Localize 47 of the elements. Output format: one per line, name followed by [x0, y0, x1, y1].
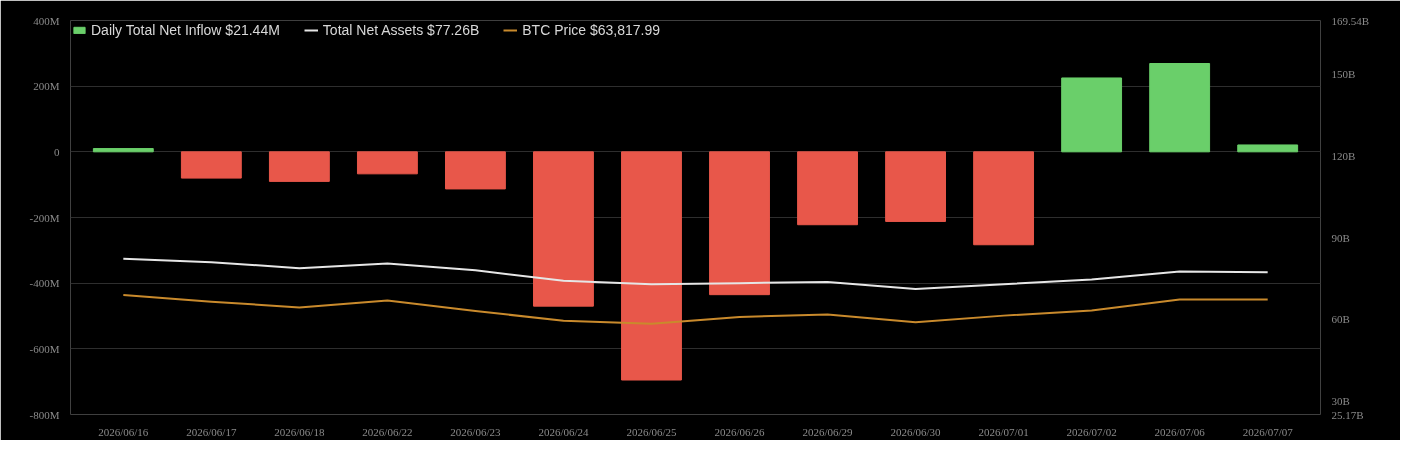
x-tick-label: 2026/07/06: [1154, 425, 1206, 438]
bar: [356, 151, 418, 175]
bar: [973, 151, 1035, 246]
y2-tick-label: 150B: [1331, 67, 1356, 80]
y2-tick-label: 120B: [1331, 149, 1356, 162]
bar: [1061, 77, 1123, 153]
bar: [180, 151, 242, 179]
x-tick-label: 2026/06/17: [186, 425, 237, 438]
y2-tick-label: 30B: [1331, 395, 1350, 408]
y-tick-label: 400M: [33, 14, 60, 27]
x-tick-label: 2026/06/24: [538, 425, 590, 438]
x-tick-label: 2026/06/22: [362, 425, 413, 438]
bar: [621, 151, 682, 381]
bar: [268, 151, 330, 182]
line-series: [122, 293, 1269, 325]
legend-label: Daily Total Net Inflow $21.44M: [91, 22, 280, 38]
bar: [885, 151, 946, 222]
x-tick-label: 2026/06/25: [626, 425, 678, 438]
y-tick-label: -600M: [29, 342, 60, 355]
y-tick-label: 200M: [33, 80, 60, 93]
line-series: [122, 257, 1269, 290]
y2-tick-label: 169.54B: [1331, 14, 1370, 27]
bar: [1149, 63, 1211, 153]
y-tick-label: -200M: [29, 211, 60, 224]
x-tick-label: 2026/07/01: [978, 425, 1029, 438]
y2-tick-label: 25.17B: [1331, 408, 1364, 421]
legend-label: Total Net Assets $77.26B: [322, 22, 480, 38]
y2-tick-label: 60B: [1331, 313, 1350, 326]
x-tick-label: 2026/06/18: [274, 425, 325, 438]
bar: [533, 151, 594, 307]
bar: [1237, 144, 1299, 153]
x-tick-label: 2026/06/29: [802, 425, 854, 438]
x-tick-label: 2026/06/23: [450, 425, 501, 438]
bar: [92, 148, 154, 153]
x-tick-label: 2026/07/07: [1242, 425, 1294, 438]
y2-tick-label: 90B: [1331, 231, 1350, 244]
bar: [797, 151, 858, 226]
bar: [709, 151, 770, 296]
x-tick-label: 2026/06/16: [98, 425, 149, 438]
x-tick-label: 2026/07/02: [1066, 425, 1117, 438]
x-tick-label: 2026/06/26: [714, 425, 766, 438]
y-tick-label: -400M: [29, 277, 60, 290]
y-tick-label: 0: [54, 145, 60, 158]
legend-label: BTC Price $63,817.99: [522, 22, 661, 38]
y-tick-label: -800M: [29, 408, 60, 421]
bar: [445, 151, 506, 190]
x-tick-label: 2026/06/30: [890, 425, 942, 438]
